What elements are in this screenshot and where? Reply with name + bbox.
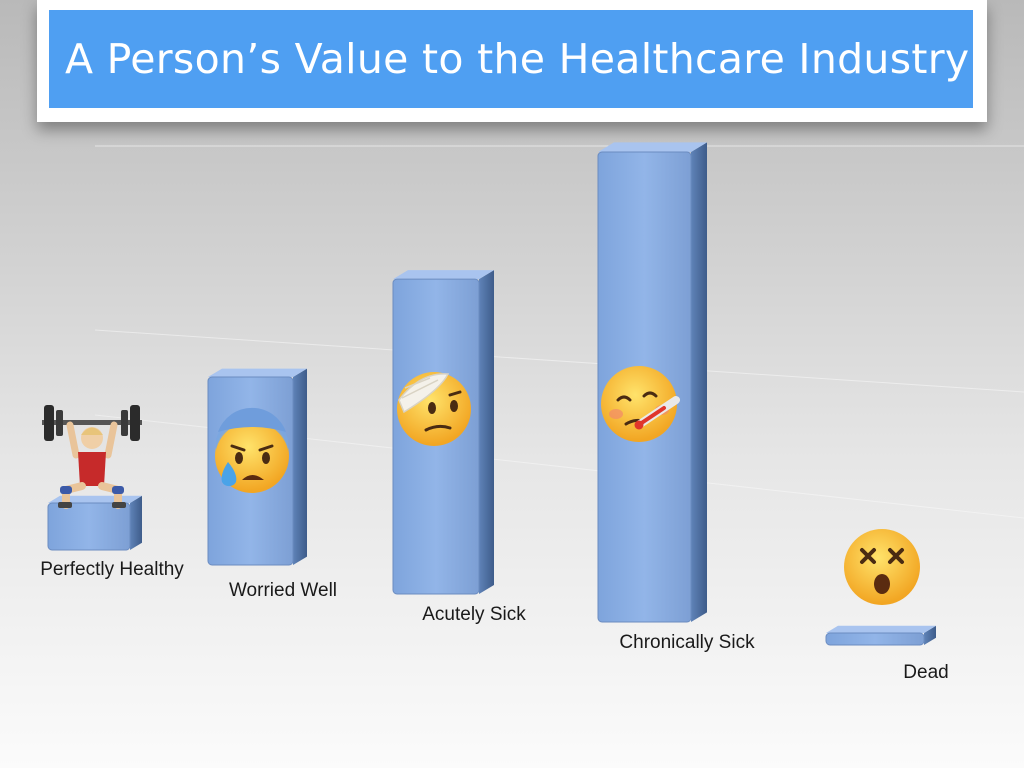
bar-top [208, 368, 307, 377]
weightlifter-icon [42, 405, 142, 509]
dizzy-dead-face-icon [844, 529, 920, 605]
bandaged-head-face-icon [397, 372, 471, 446]
title-banner: A Person’s Value to the Healthcare Indus… [49, 10, 973, 108]
chart-title: A Person’s Value to the Healthcare Indus… [65, 35, 970, 83]
bar-side [293, 368, 307, 565]
anxious-sweat-face-icon [215, 407, 289, 493]
category-label: Dead [903, 662, 948, 683]
category-label: Perfectly Healthy [40, 559, 184, 580]
bar-perfectly-healthy [47, 495, 142, 551]
bar-side [924, 625, 936, 645]
bar-front [825, 632, 925, 646]
category-label: Chronically Sick [619, 632, 755, 653]
title-card: A Person’s Value to the Healthcare Indus… [37, 0, 987, 122]
category-label: Worried Well [229, 580, 337, 601]
bar-top [393, 270, 494, 280]
bar-side [130, 495, 142, 550]
bar-side [691, 142, 707, 622]
thermometer-face-icon [601, 366, 680, 442]
bar-top [826, 625, 936, 633]
category-label: Acutely Sick [422, 604, 526, 625]
bar-front [47, 502, 131, 551]
bar-top [598, 142, 707, 152]
bar-dead [825, 625, 936, 646]
bar-side [479, 270, 494, 594]
